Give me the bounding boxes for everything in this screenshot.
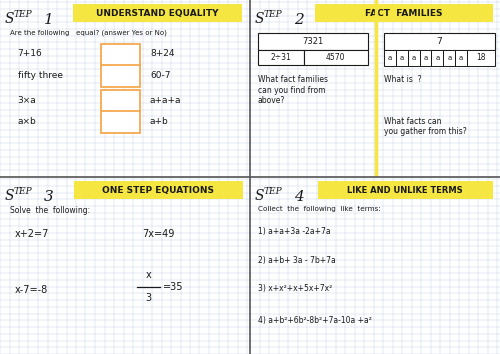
Text: FACT  FAMILIES: FACT FAMILIES [365,9,442,18]
Text: 3: 3 [44,190,54,204]
Bar [467,50,495,67]
Text: TEP: TEP [14,187,32,196]
Text: a×b: a×b [18,117,36,126]
Text: a: a [388,55,392,61]
Text: a+b: a+b [150,117,169,126]
Text: 3: 3 [146,293,152,303]
Text: fifty three: fifty three [18,71,62,80]
Bar [384,33,495,50]
Text: LIKE AND UNLIKE TERMS: LIKE AND UNLIKE TERMS [347,186,463,195]
FancyBboxPatch shape [101,90,140,112]
Text: x-7=-8: x-7=-8 [15,285,48,295]
Text: a+a+a: a+a+a [150,96,182,104]
Bar [74,181,242,199]
Text: 2: 2 [294,13,304,27]
Text: x: x [146,270,152,280]
Text: What is  ?: What is ? [384,75,422,84]
Text: 4: 4 [294,190,304,204]
Text: S: S [5,188,15,202]
Text: Are the following   equal? (answer Yes or No): Are the following equal? (answer Yes or … [10,29,167,36]
Text: a: a [424,55,428,61]
Text: S: S [255,188,264,202]
Text: 60-7: 60-7 [150,71,171,80]
Bar [444,50,456,67]
Text: 1: 1 [44,13,54,27]
Text: Collect  the  following  like  terms:: Collect the following like terms: [258,206,380,212]
Text: TEP: TEP [264,187,282,196]
Bar [258,50,304,65]
Text: 3) x+x²+x+5x+7x²: 3) x+x²+x+5x+7x² [258,284,332,293]
Text: =35: =35 [162,282,183,292]
Text: x+2=7: x+2=7 [15,229,50,239]
Text: a: a [400,55,404,61]
Text: S: S [255,11,264,25]
Text: 7321: 7321 [302,37,323,46]
Text: a: a [459,55,464,61]
Text: TEP: TEP [264,10,282,19]
Bar [315,5,492,22]
Bar [456,50,467,67]
Text: a: a [412,55,416,61]
Text: ONE STEP EQUATIONS: ONE STEP EQUATIONS [102,186,214,195]
Text: TEP: TEP [14,10,32,19]
Text: What fact families
can you find from
above?: What fact families can you find from abo… [258,75,328,105]
Bar [318,181,492,199]
Text: 7: 7 [436,37,442,46]
Bar [304,50,368,65]
Text: 7+16: 7+16 [18,50,42,58]
Bar [384,50,396,67]
Text: 2) a+b+ 3a - 7b+7a: 2) a+b+ 3a - 7b+7a [258,256,335,265]
Text: a: a [447,55,452,61]
Text: 4570: 4570 [326,53,345,62]
Text: 18: 18 [476,53,486,62]
Bar [420,50,432,67]
Text: 7x=49: 7x=49 [142,229,175,239]
Text: Solve  the  following:: Solve the following: [10,206,90,215]
Text: a: a [436,55,440,61]
Text: 1) a+a+3a -2a+7a: 1) a+a+3a -2a+7a [258,228,330,236]
Text: S: S [5,11,15,25]
Text: 4) a+b²+6b²-8b²+7a-10a +a²: 4) a+b²+6b²-8b²+7a-10a +a² [258,316,372,325]
Bar [432,50,444,67]
Bar [72,5,242,22]
Text: UNDERSTAND EQUALITY: UNDERSTAND EQUALITY [96,9,219,18]
Text: 3×a: 3×a [18,96,36,104]
Bar [396,50,407,67]
Bar [408,50,420,67]
FancyBboxPatch shape [101,44,140,66]
Bar [258,33,368,50]
FancyBboxPatch shape [101,111,140,133]
Text: What facts can
you gather from this?: What facts can you gather from this? [384,117,466,136]
Text: 8+24: 8+24 [150,50,174,58]
FancyBboxPatch shape [101,65,140,87]
Text: 2÷31: 2÷31 [270,53,291,62]
